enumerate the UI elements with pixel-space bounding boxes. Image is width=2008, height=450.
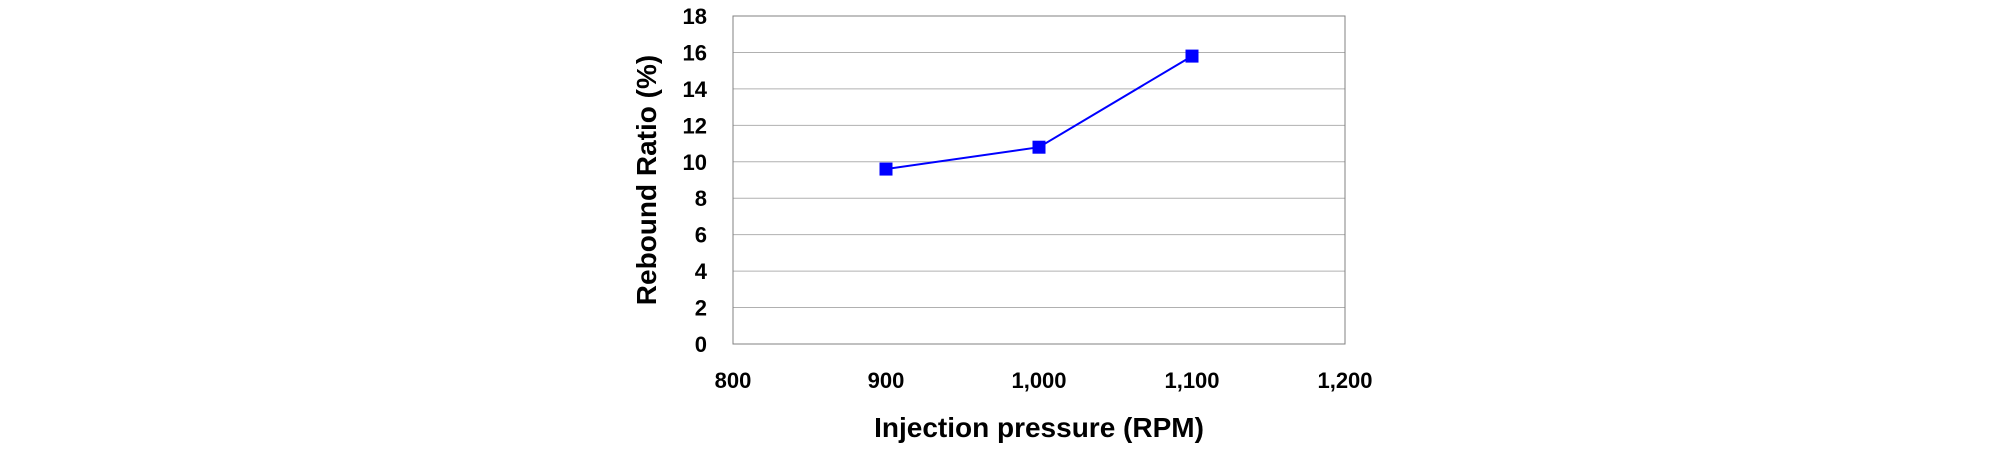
plot-border: [732, 15, 1346, 345]
data-point: [879, 162, 893, 176]
y-tick-label: 6: [695, 223, 707, 248]
y-tick-label: 18: [683, 4, 707, 29]
series-group: [879, 49, 1199, 176]
x-tick-label: 1,000: [1011, 368, 1066, 393]
grid-lines: [733, 51, 1345, 309]
x-tick-labels: 800 900 1,000 1,100 1,200: [715, 368, 1373, 393]
plot-area: [733, 16, 1345, 344]
y-tick-label: 4: [695, 259, 708, 284]
y-axis-title: Rebound Ratio (%): [631, 55, 662, 305]
data-point: [1032, 140, 1046, 154]
y-tick-label: 8: [695, 186, 707, 211]
y-tick-label: 14: [683, 77, 708, 102]
y-tick-label: 10: [683, 150, 707, 175]
x-tick-label: 900: [868, 368, 905, 393]
x-tick-label: 1,200: [1317, 368, 1372, 393]
y-tick-labels: 0 2 4 6 8 10 12 14 16 18: [683, 4, 708, 357]
data-point: [1185, 49, 1199, 63]
y-tick-label: 2: [695, 296, 707, 321]
x-tick-label: 800: [715, 368, 752, 393]
y-tick-label: 0: [695, 332, 707, 357]
x-tick-label: 1,100: [1164, 368, 1219, 393]
y-tick-label: 12: [683, 113, 707, 138]
y-tick-label: 16: [683, 40, 707, 65]
x-axis-title: Injection pressure (RPM): [874, 412, 1204, 443]
